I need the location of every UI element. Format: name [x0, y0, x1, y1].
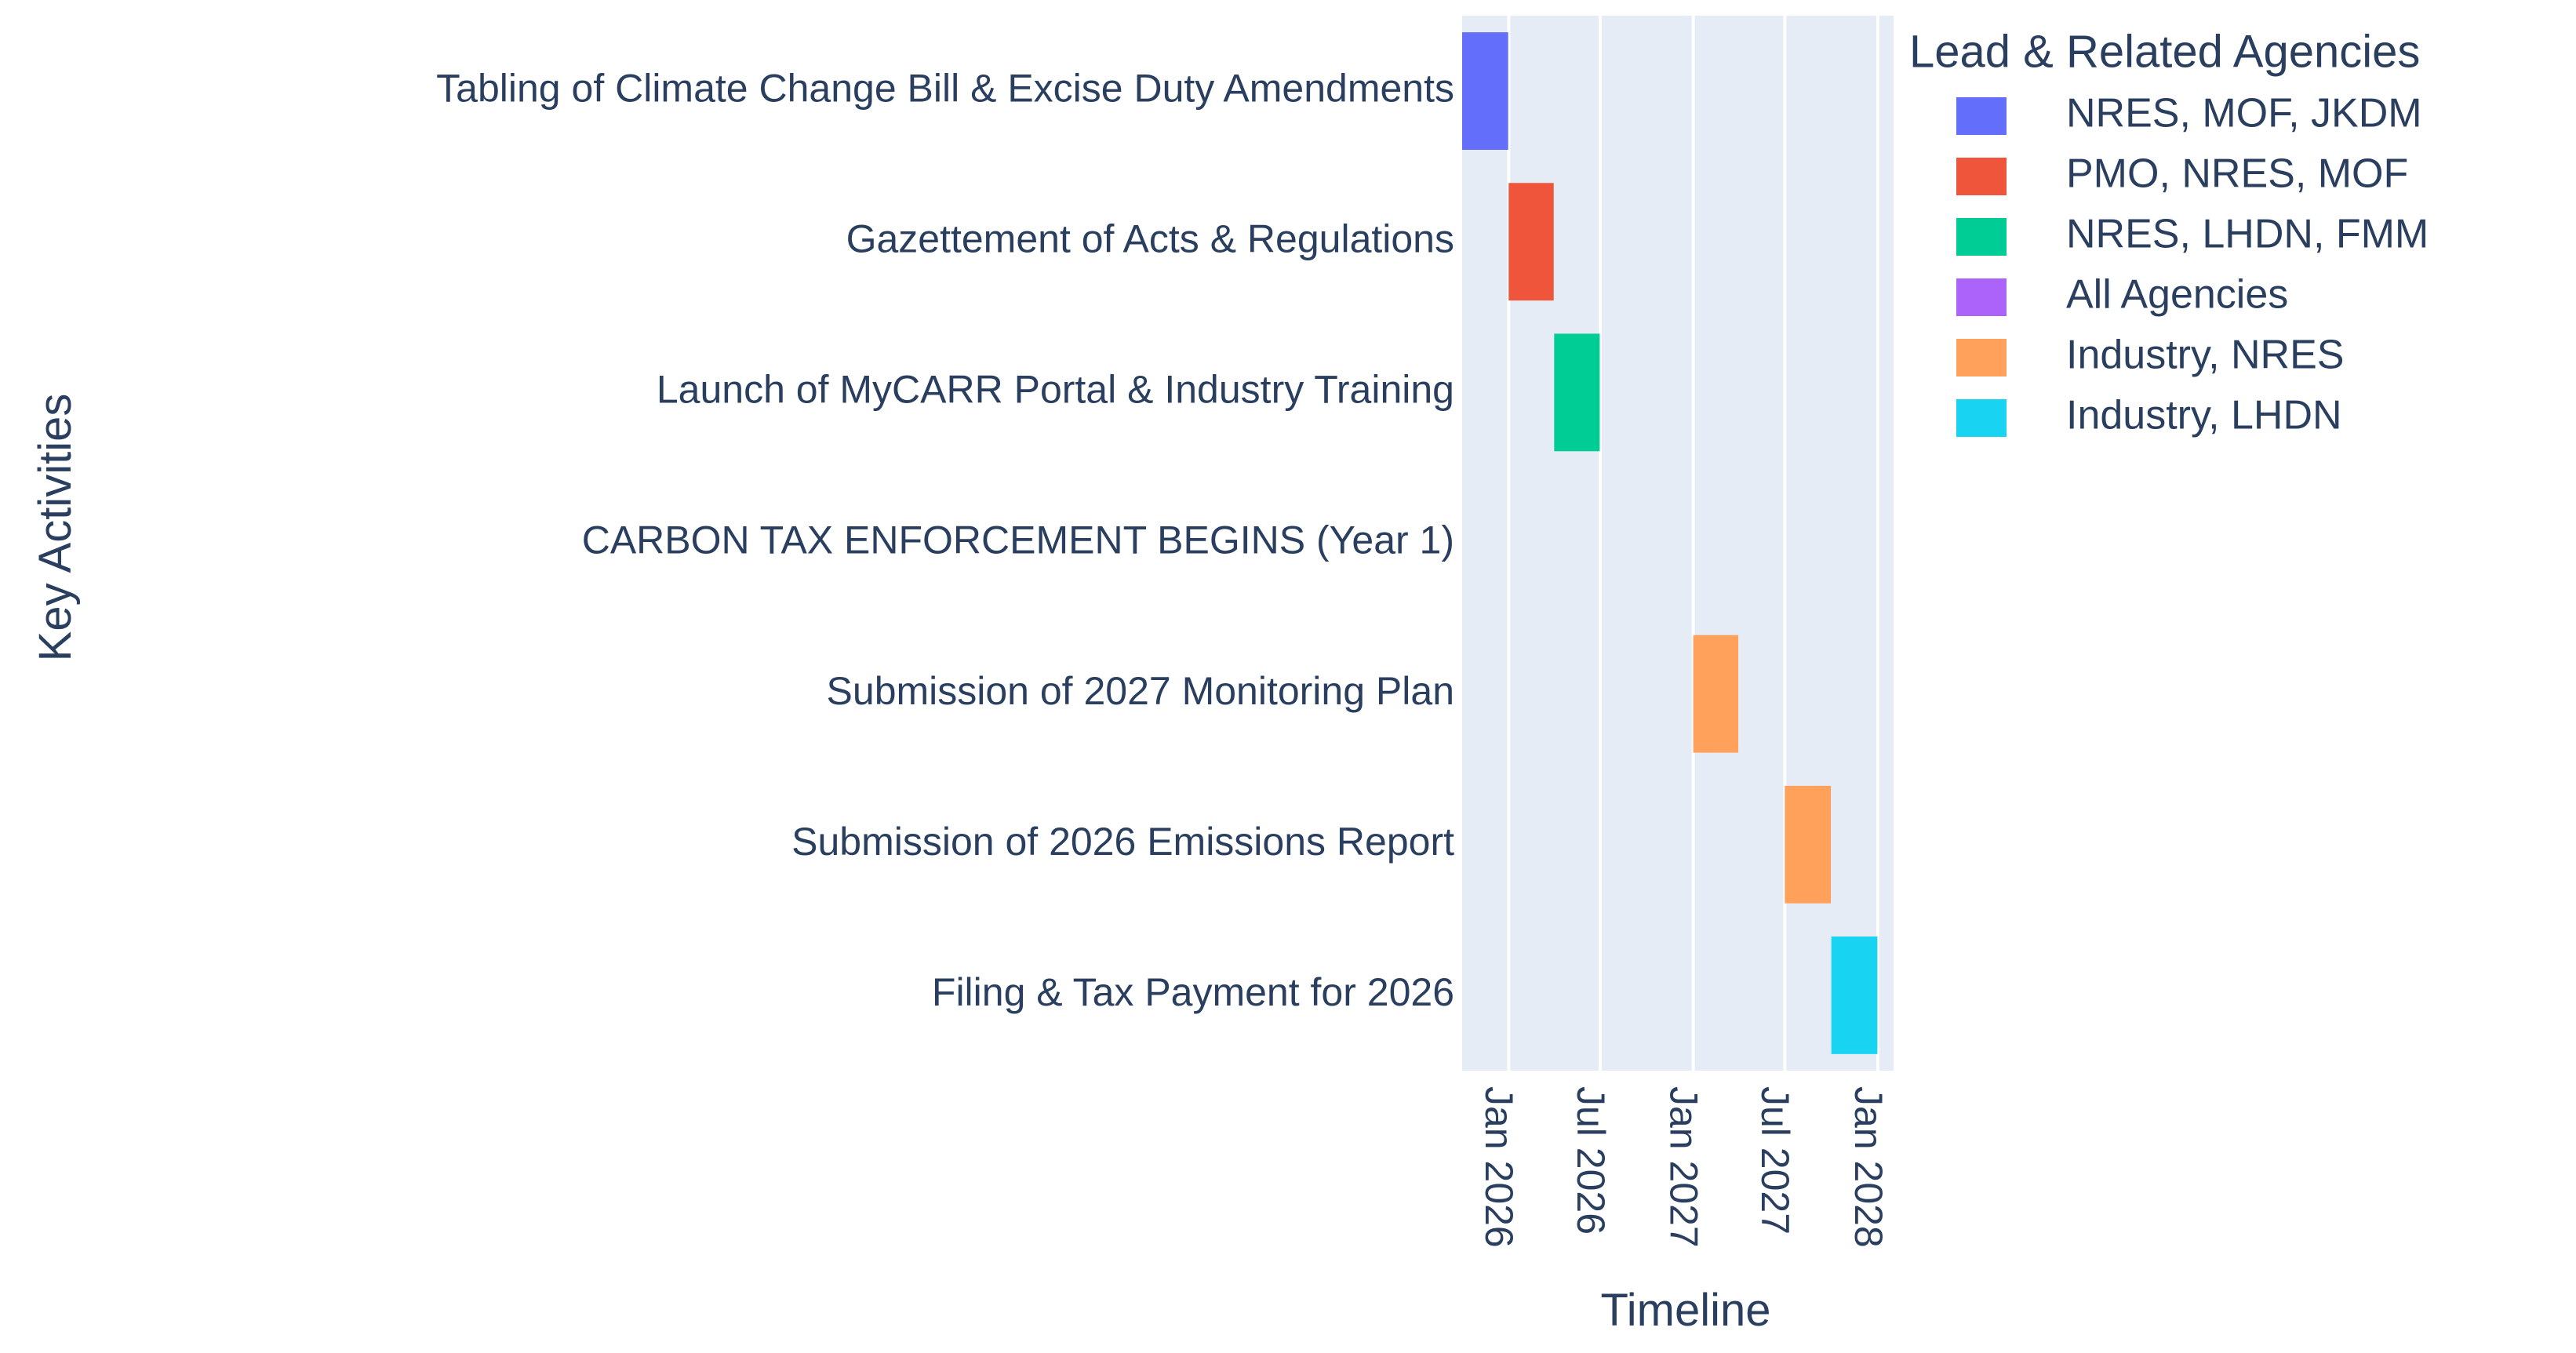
x-axis-title: Timeline — [1600, 1285, 1770, 1336]
gantt-bar — [1508, 183, 1554, 301]
y-tick-labels: Tabling of Climate Change Bill & Excise … — [436, 66, 1454, 1014]
legend-item[interactable]: Industry, LHDN — [1956, 393, 2342, 438]
x-tick-label: Jul 2026 — [1569, 1086, 1613, 1235]
gantt-bar — [1693, 635, 1739, 753]
x-tick-labels: Jan 2026 Jul 2026 Jan 2027 Jul 2027 Jan 2028 — [1477, 1086, 1890, 1248]
x-tick-label: Jul 2027 — [1753, 1086, 1797, 1235]
legend-label: All Agencies — [2066, 272, 2288, 318]
y-tick-label: Submission of 2027 Monitoring Plan — [827, 669, 1454, 713]
legend-label: Industry, NRES — [2066, 333, 2344, 378]
plot-area — [1462, 16, 1894, 1071]
y-tick-label: Gazettement of Acts & Regulations — [846, 216, 1454, 260]
y-tick-label: Tabling of Climate Change Bill & Excise … — [436, 66, 1454, 110]
gantt-bar — [1785, 785, 1832, 904]
x-tick-label: Jan 2026 — [1477, 1086, 1521, 1248]
legend-items: NRES, MOF, JKDM PMO, NRES, MOF NRES, LHDN,… — [1956, 91, 2429, 438]
legend-swatch — [1956, 97, 2007, 135]
legend-item[interactable]: All Agencies — [1956, 272, 2288, 318]
y-axis-title: Key Activities — [30, 394, 81, 662]
legend: Lead & Related Agencies NRES, MOF, JKDM P… — [1909, 26, 2429, 438]
x-tick-label: Jan 2027 — [1661, 1086, 1705, 1248]
legend-swatch — [1956, 218, 2007, 256]
legend-item[interactable]: NRES, MOF, JKDM — [1956, 91, 2422, 136]
legend-label: Industry, LHDN — [2066, 393, 2342, 438]
legend-label: NRES, LHDN, FMM — [2066, 212, 2429, 257]
legend-title: Lead & Related Agencies — [1909, 26, 2420, 77]
legend-item[interactable]: NRES, LHDN, FMM — [1956, 212, 2429, 257]
legend-swatch — [1956, 399, 2007, 437]
legend-label: NRES, MOF, JKDM — [2066, 91, 2422, 136]
legend-swatch — [1956, 278, 2007, 316]
legend-item[interactable]: Industry, NRES — [1956, 333, 2344, 378]
legend-label: PMO, NRES, MOF — [2066, 151, 2408, 197]
y-tick-label: Submission of 2026 Emissions Report — [791, 820, 1454, 864]
y-tick-label: Launch of MyCARR Portal & Industry Train… — [657, 368, 1454, 412]
gantt-bar — [1462, 32, 1508, 151]
x-tick-label: Jan 2028 — [1846, 1086, 1890, 1248]
legend-swatch — [1956, 339, 2007, 376]
bars — [1462, 32, 1878, 1054]
y-tick-label: CARBON TAX ENFORCEMENT BEGINS (Year 1) — [582, 518, 1454, 562]
legend-item[interactable]: PMO, NRES, MOF — [1956, 151, 2408, 197]
gantt-bar — [1554, 333, 1600, 452]
legend-swatch — [1956, 158, 2007, 195]
gantt-bar — [1831, 936, 1878, 1054]
y-tick-label: Filing & Tax Payment for 2026 — [932, 970, 1454, 1014]
